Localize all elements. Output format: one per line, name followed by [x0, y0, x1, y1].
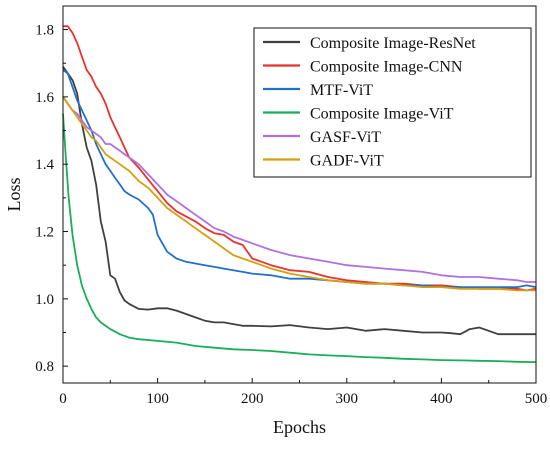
y-tick-label: 0.8 — [35, 359, 54, 375]
series-line-6 — [62, 96, 536, 292]
x-axis-label: Epochs — [273, 417, 326, 437]
legend-box — [253, 27, 532, 178]
legend-label-2: Composite Image-CNN — [310, 59, 463, 76]
y-tick-label: 1.0 — [35, 292, 54, 308]
x-tick-label: 300 — [336, 391, 359, 407]
x-tick-label: 200 — [241, 391, 264, 407]
y-tick-label: 1.8 — [35, 23, 54, 39]
y-tick-label: 1.4 — [35, 157, 54, 173]
legend: Composite Image-ResNet Composite Image-CN… — [253, 27, 532, 178]
series-line-3 — [62, 69, 537, 288]
series-line-1 — [62, 66, 536, 336]
legend-label-6: GADF-ViT — [310, 153, 384, 170]
y-tick-label: 1.6 — [35, 90, 54, 106]
legend-label-1: Composite Image-ResNet — [310, 35, 476, 52]
x-tick-label: 400 — [430, 391, 453, 407]
y-axis-label: Loss — [4, 177, 24, 211]
x-tick-label: 0 — [59, 391, 67, 407]
legend-label-4: Composite Image-ViT — [310, 106, 454, 123]
series-layer — [62, 25, 537, 363]
x-tick-label: 100 — [146, 391, 169, 407]
series-line-5 — [62, 96, 536, 283]
legend-label-3: MTF-ViT — [310, 82, 373, 99]
legend-label-5: GASF-ViT — [310, 129, 381, 146]
series-line-4 — [62, 113, 537, 363]
y-tick-label: 1.2 — [35, 225, 54, 241]
axis-layer: 0 100 200 300 400 500 0.8 1.0 1.2 1.4 1.6 1.8 — [35, 23, 547, 407]
x-tick-label: 500 — [525, 391, 548, 407]
